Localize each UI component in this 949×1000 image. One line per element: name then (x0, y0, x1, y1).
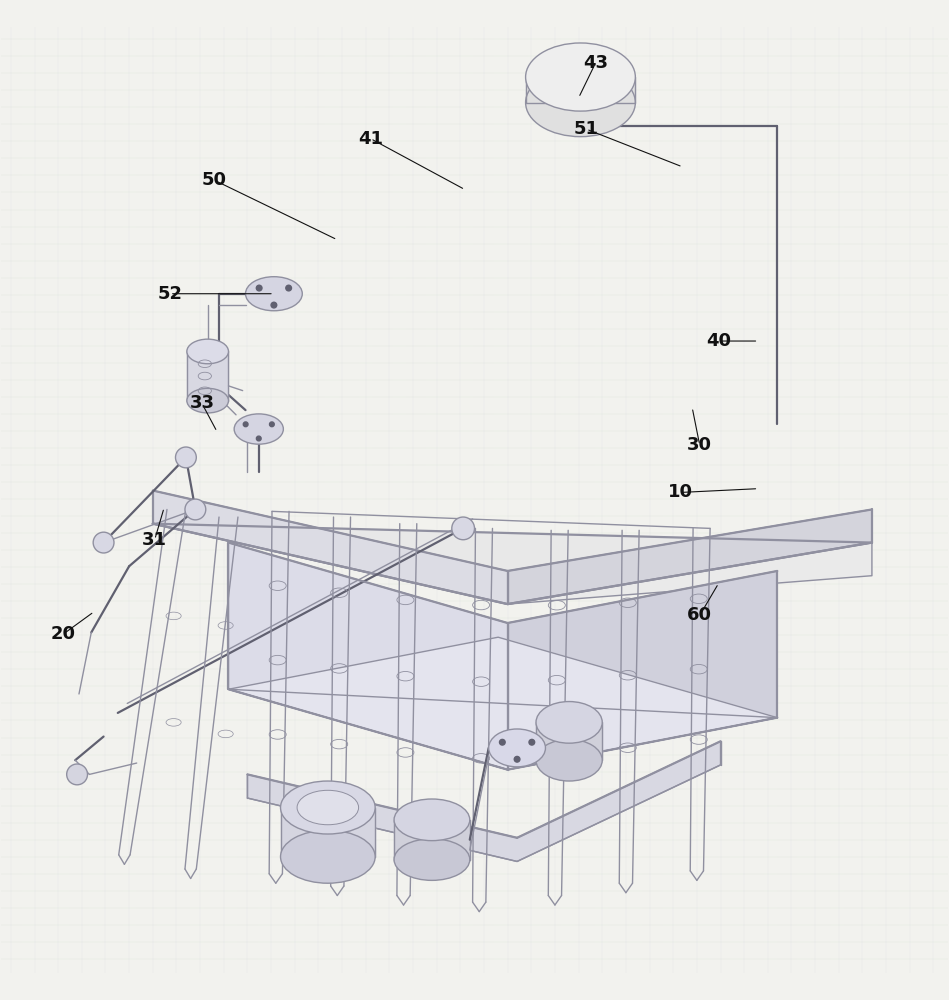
Text: 40: 40 (706, 332, 731, 350)
Text: 43: 43 (583, 54, 608, 72)
Circle shape (286, 285, 291, 291)
Text: 30: 30 (687, 436, 712, 454)
Ellipse shape (394, 839, 470, 880)
Circle shape (176, 447, 196, 468)
Polygon shape (229, 543, 508, 770)
Polygon shape (229, 637, 777, 770)
Circle shape (66, 764, 87, 785)
Circle shape (256, 436, 261, 441)
Polygon shape (281, 808, 375, 857)
Text: 31: 31 (142, 531, 167, 549)
Text: 41: 41 (358, 130, 382, 148)
Circle shape (529, 739, 534, 745)
Circle shape (185, 499, 206, 520)
Ellipse shape (536, 702, 603, 743)
Ellipse shape (234, 414, 284, 444)
Ellipse shape (297, 790, 359, 825)
Circle shape (243, 422, 248, 427)
Circle shape (256, 285, 262, 291)
Circle shape (452, 517, 474, 540)
Text: 52: 52 (158, 285, 182, 303)
Polygon shape (187, 351, 229, 401)
Ellipse shape (246, 277, 303, 311)
Ellipse shape (526, 69, 636, 137)
Ellipse shape (394, 799, 470, 841)
Text: 10: 10 (668, 483, 694, 501)
Polygon shape (526, 77, 636, 103)
Polygon shape (394, 820, 470, 860)
Text: 51: 51 (573, 120, 599, 138)
Polygon shape (153, 524, 872, 604)
Text: 33: 33 (190, 394, 214, 412)
Polygon shape (508, 571, 777, 770)
Ellipse shape (187, 388, 229, 413)
Text: 50: 50 (202, 171, 227, 189)
Polygon shape (153, 491, 508, 604)
Ellipse shape (526, 43, 636, 111)
Circle shape (499, 739, 505, 745)
Polygon shape (229, 689, 777, 770)
Circle shape (270, 422, 274, 427)
Ellipse shape (536, 739, 603, 781)
Ellipse shape (281, 781, 375, 834)
Circle shape (271, 302, 277, 308)
Text: 20: 20 (50, 625, 75, 643)
Polygon shape (508, 509, 872, 604)
Ellipse shape (489, 729, 546, 767)
Text: 60: 60 (687, 606, 712, 624)
Ellipse shape (187, 339, 229, 364)
Ellipse shape (281, 830, 375, 883)
Polygon shape (536, 722, 603, 760)
Polygon shape (248, 741, 720, 861)
Polygon shape (153, 524, 872, 604)
Circle shape (514, 756, 520, 762)
Circle shape (93, 532, 114, 553)
